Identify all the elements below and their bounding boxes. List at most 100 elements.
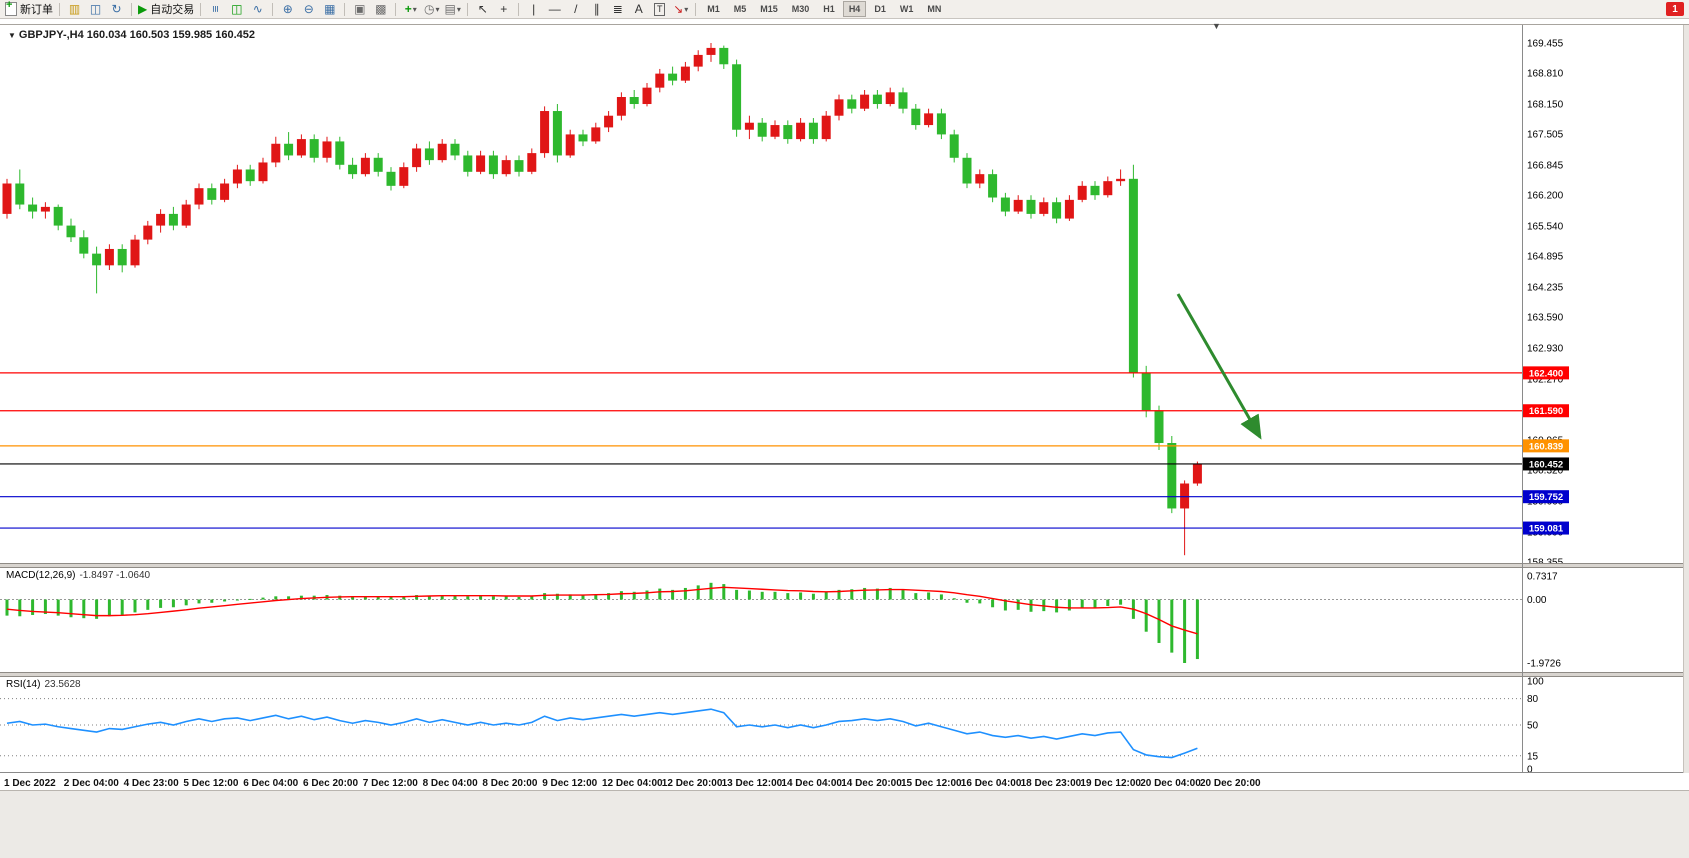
horizontal-line-tool-button[interactable]: —	[544, 1, 565, 18]
autotrading-button[interactable]: ▶ 自动交易	[136, 1, 196, 18]
text-label-icon: T	[653, 2, 666, 16]
price-axis-label: 160.320	[1527, 466, 1564, 477]
candle	[578, 129, 588, 147]
candle	[1000, 192, 1010, 217]
channel-tool-button[interactable]: ∥	[586, 1, 607, 18]
timeframe-button-h4[interactable]: H4	[842, 1, 867, 17]
price-badge	[1523, 521, 1569, 535]
text-label-tool-button[interactable]: T	[649, 1, 670, 18]
time-axis-label: 12 Dec 04:00	[602, 778, 663, 789]
macd-histogram-bar	[82, 599, 86, 619]
tile-windows-button[interactable]: ▦	[319, 1, 340, 18]
macd-histogram-bar	[1183, 599, 1187, 663]
candle	[1052, 197, 1062, 224]
zoom-in-button[interactable]: ⊕	[277, 1, 298, 18]
timeframe-button-m1[interactable]: M1	[707, 4, 720, 14]
candle	[975, 169, 985, 189]
one-click-trading-toggle[interactable]: ▼	[8, 31, 16, 40]
periods-button[interactable]: ◷ ▾	[421, 1, 442, 18]
chart-window-icon: ▥	[68, 2, 81, 16]
indicators-button[interactable]: + ▾	[400, 1, 421, 18]
candle	[450, 139, 460, 161]
line-chart-icon: ∿	[252, 2, 263, 16]
refresh-icon: ↻	[111, 2, 122, 16]
candle	[706, 43, 716, 62]
candle	[668, 66, 678, 86]
candle	[1167, 435, 1177, 514]
macd-histogram-bar	[1144, 599, 1148, 632]
cursor-tool-button[interactable]: ↖	[472, 1, 493, 18]
crosshair-icon: +	[500, 2, 508, 16]
timeframe-button-w1[interactable]: W1	[899, 4, 914, 14]
candle	[1116, 169, 1126, 186]
candle	[693, 50, 703, 72]
time-axis-label: 8 Dec 04:00	[423, 778, 478, 789]
macd-axis-label: -1.9726	[1527, 659, 1561, 670]
candle	[796, 118, 806, 142]
cascade-windows-button[interactable]: ▩	[370, 1, 391, 18]
vertical-line-tool-button[interactable]: |	[523, 1, 544, 18]
price-badge-label: 160.839	[1529, 441, 1563, 452]
toolbar-separator	[395, 2, 397, 16]
price-axis[interactable]: 169.455 168.810 168.150 167.505 166.845 166.2…	[1527, 39, 1564, 569]
chart-canvas[interactable]: 169.455 168.810 168.150 167.505 166.845 166.2…	[0, 25, 1689, 791]
candle	[1154, 405, 1164, 451]
candle	[386, 167, 396, 191]
candle	[540, 106, 550, 158]
price-badge	[1523, 457, 1569, 471]
chart-window-button[interactable]: ▥	[64, 1, 85, 18]
time-axis-label: 13 Dec 12:00	[722, 778, 783, 789]
arrows-tool-button[interactable]: ↘ ▾	[670, 1, 691, 18]
line-chart-type-button[interactable]: ∿	[247, 1, 268, 18]
macd-histogram-bar	[939, 594, 943, 600]
timeframe-button-m30[interactable]: M30	[791, 4, 810, 14]
toolbar-separator	[200, 2, 202, 16]
timeframe-button-mn[interactable]: MN	[927, 4, 942, 14]
panel-splitter[interactable]	[0, 672, 1689, 677]
macd-histogram-bar	[363, 596, 367, 600]
candle	[92, 246, 102, 294]
text-tool-button[interactable]: A	[628, 1, 649, 18]
time-axis-label: 18 Dec 23:00	[1021, 778, 1082, 789]
scrollbar[interactable]	[1683, 25, 1689, 773]
candlestick-type-button[interactable]: ◫	[226, 1, 247, 18]
timeframe-button-d1[interactable]: D1	[874, 4, 886, 14]
time-axis[interactable]: 1 Dec 2022 2 Dec 04:00 4 Dec 23:00 5 Dec 12…	[4, 778, 1261, 789]
fibonacci-tool-button[interactable]: ≣	[607, 1, 628, 18]
chart-shift-marker[interactable]: ▼	[1212, 21, 1221, 31]
macd-histogram-bar	[1093, 599, 1097, 608]
candle	[821, 111, 831, 142]
macd-histogram-bar	[69, 599, 73, 618]
price-lines[interactable]: 162.400 161.590 160.839 160.452 159.752 159.0…	[0, 366, 1569, 535]
templates-button[interactable]: ▤ ▾	[442, 1, 463, 18]
macd-axis-label: 0.7317	[1527, 572, 1558, 583]
crosshair-tool-button[interactable]: +	[493, 1, 514, 18]
zoom-out-button[interactable]: ⊖	[298, 1, 319, 18]
macd-histogram-bar	[747, 590, 751, 600]
time-axis-label: 14 Dec 04:00	[781, 778, 842, 789]
new-order-label: 新订单	[20, 4, 53, 16]
timeframe-button-h1[interactable]: H1	[823, 4, 835, 14]
bar-chart-type-button[interactable]: ≡	[205, 1, 226, 18]
candle	[949, 129, 959, 163]
candle	[808, 118, 818, 144]
trend-arrow[interactable]	[1176, 293, 1262, 440]
macd-histogram-bar	[709, 582, 713, 600]
new-order-button[interactable]: + 新订单	[3, 0, 55, 18]
macd-histogram-bar	[671, 589, 675, 600]
price-axis-label: 166.845	[1527, 161, 1564, 172]
notification-badge[interactable]: 1	[1666, 2, 1684, 16]
trendline-tool-button[interactable]: /	[565, 1, 586, 18]
refresh-button[interactable]: ↻	[106, 1, 127, 18]
candle	[322, 136, 332, 163]
timeframe-button-m5[interactable]: M5	[733, 4, 747, 14]
macd-histogram-bar	[683, 587, 687, 600]
candle	[642, 82, 652, 107]
panel-splitter[interactable]	[0, 563, 1689, 568]
macd-histogram-bar	[56, 599, 60, 616]
arrange-windows-button[interactable]: ▣	[349, 1, 370, 18]
chevron-down-icon: ▾	[684, 4, 689, 14]
tick-chart-button[interactable]: ◫	[85, 1, 106, 18]
timeframe-button-m15[interactable]: M15	[760, 4, 778, 14]
toolbar-separator	[344, 2, 346, 16]
